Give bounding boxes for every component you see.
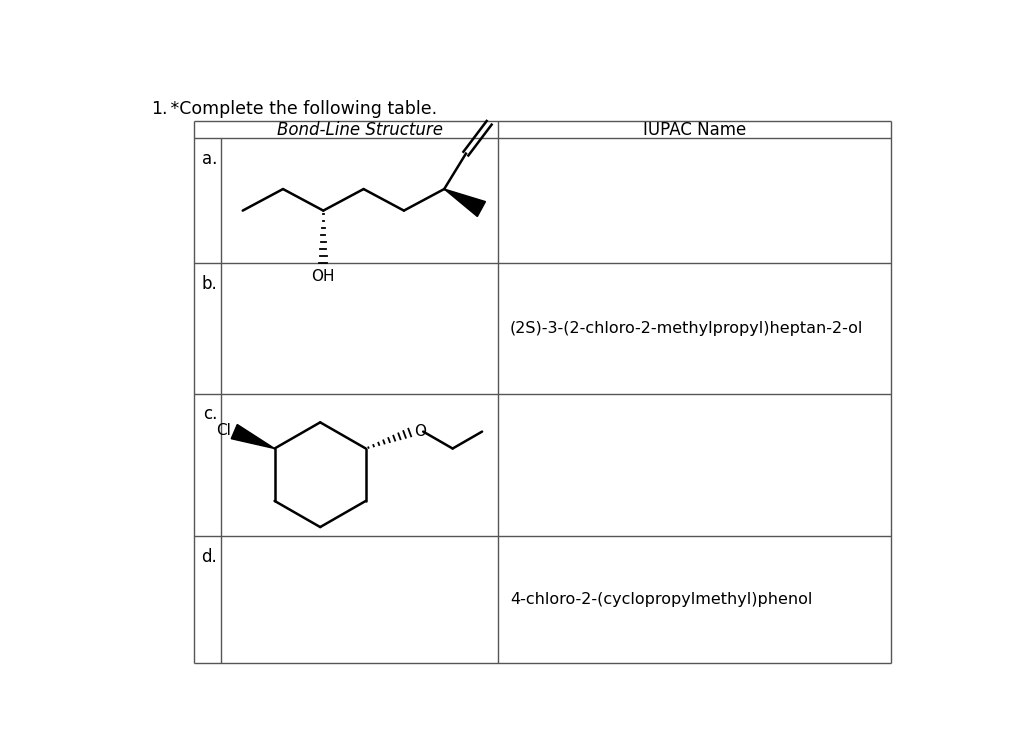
Text: Bond-Line Structure: Bond-Line Structure — [276, 121, 442, 139]
Polygon shape — [444, 189, 485, 216]
Text: (2S)-3-(2-chloro-2-methylpropyl)heptan-2-ol: (2S)-3-(2-chloro-2-methylpropyl)heptan-2… — [510, 321, 863, 336]
Text: IUPAC Name: IUPAC Name — [643, 121, 746, 139]
Text: 1.: 1. — [152, 100, 168, 118]
Text: d.: d. — [202, 548, 217, 566]
Text: *Complete the following table.: *Complete the following table. — [165, 100, 437, 118]
Text: OH: OH — [311, 269, 335, 284]
Text: O: O — [414, 424, 426, 439]
Polygon shape — [231, 425, 274, 449]
Text: Cl: Cl — [216, 422, 231, 437]
Text: 4-chloro-2-(cyclopropylmethyl)phenol: 4-chloro-2-(cyclopropylmethyl)phenol — [510, 593, 812, 607]
Text: c.: c. — [203, 406, 217, 424]
Text: b.: b. — [202, 274, 217, 293]
Text: a.: a. — [202, 150, 217, 168]
